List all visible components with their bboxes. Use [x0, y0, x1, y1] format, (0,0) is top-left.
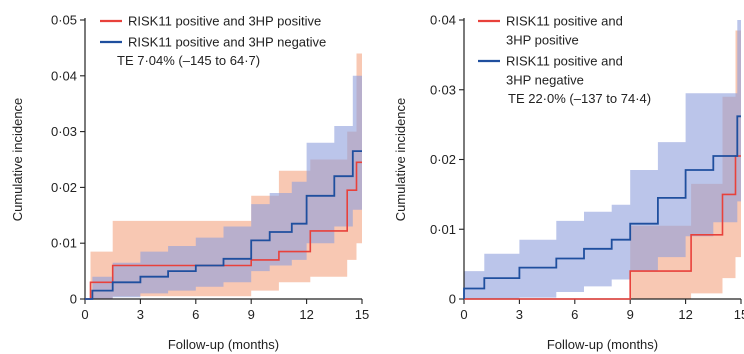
- y-tick-label: 0·01: [51, 236, 77, 251]
- y-tick-label: 0·02: [430, 152, 456, 167]
- chart-panel-right: 0 0·01 0·02 0·03 0·04 0 3 6 9 12 15 Follow-up (mont…: [393, 13, 744, 353]
- y-axis-title: Cumulative incidence: [393, 98, 408, 222]
- series-line-2: [85, 150, 362, 300]
- series-line-1: [464, 155, 741, 300]
- y-tick-label: 0·02: [51, 180, 77, 195]
- x-tick-label: 6: [192, 307, 199, 322]
- y-tick-label: 0: [449, 292, 456, 307]
- x-axis-title: Follow-up (months): [547, 337, 658, 352]
- ci-band-series-2: [464, 20, 741, 299]
- y-tick-label: 0·04: [430, 13, 456, 28]
- treatment-effect-annotation: TE 22·0% (–137 to 74·4): [508, 91, 651, 106]
- ci-band-series-2: [85, 75, 362, 299]
- x-tick-label: 9: [627, 307, 634, 322]
- y-tick-label: 0·03: [430, 82, 456, 97]
- y-tick-label: 0: [70, 292, 77, 307]
- y-axis-title: Cumulative incidence: [10, 98, 25, 222]
- treatment-effect-annotation: TE 7·04% (–145 to 64·7): [117, 53, 260, 68]
- legend: RISK11 positive and 3HP positive RISK11 po…: [478, 14, 623, 88]
- x-axis-title: Follow-up (months): [168, 337, 279, 352]
- series-line-2: [463, 115, 741, 299]
- y-tick-label: 0·05: [51, 13, 77, 28]
- legend-label: RISK11 positive and 3HP negative: [128, 35, 326, 50]
- y-tick-label: 0·03: [51, 124, 77, 139]
- series-line-1: [85, 161, 362, 300]
- legend-label: RISK11 positive and: [506, 54, 623, 69]
- x-tick-label: 9: [248, 307, 255, 322]
- y-tick-label: 0·04: [51, 68, 77, 83]
- y-tick-label: 0·01: [430, 222, 456, 237]
- x-tick-label: 0: [460, 307, 467, 322]
- chart-panel-left: 0 0·01 0·02 0·03 0·04 0·05 0 3 6 9 12 15 Follow-up (…: [10, 13, 369, 353]
- x-tick-label: 0: [81, 307, 88, 322]
- x-tick-label: 15: [355, 307, 369, 322]
- x-tick-label: 3: [137, 307, 144, 322]
- x-tick-label: 6: [571, 307, 578, 322]
- x-tick-label: 12: [678, 307, 692, 322]
- x-tick-label: 15: [734, 307, 744, 322]
- legend-label: RISK11 positive and: [506, 14, 623, 29]
- legend-label: RISK11 positive and 3HP positive: [128, 14, 321, 29]
- x-tick-label: 3: [516, 307, 523, 322]
- legend-label: 3HP positive: [506, 33, 579, 48]
- x-tick-label: 12: [299, 307, 313, 322]
- legend-label: 3HP negative: [506, 73, 584, 88]
- legend: RISK11 positive and 3HP positive RISK11 p…: [100, 14, 326, 50]
